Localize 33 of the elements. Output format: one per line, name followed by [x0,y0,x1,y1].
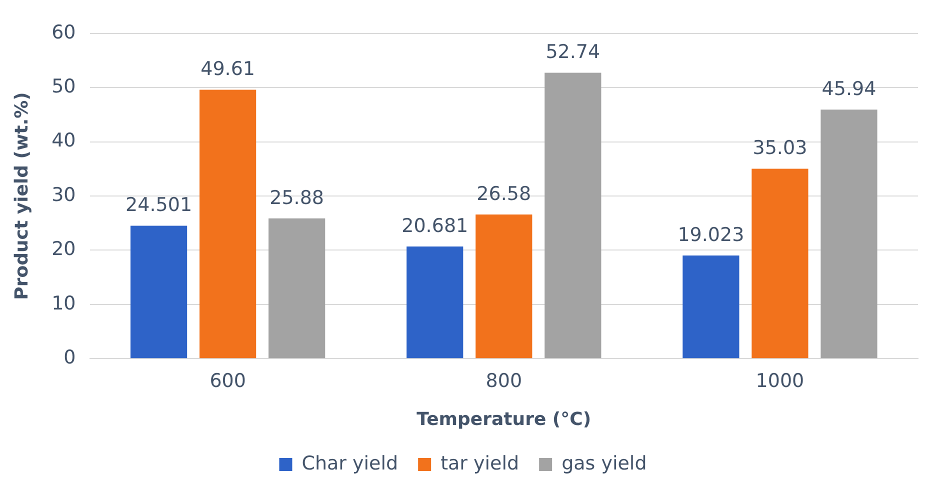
x-axis-title: Temperature (°C) [416,408,592,430]
legend-label: Char yield [302,452,398,474]
bar [476,214,532,358]
y-tick-label: 60 [52,21,76,44]
legend-label: gas yield [562,452,647,474]
data-label: 19.023 [678,224,744,246]
data-label: 45.94 [822,78,876,100]
bar [820,110,878,358]
data-label: 26.58 [476,182,532,205]
data-label: 35.03 [752,137,808,160]
x-tick-label: 1000 [756,370,804,392]
y-tick-label: 10 [52,292,76,314]
bar [682,255,740,358]
x-tick-label: 600 [210,370,246,392]
y-tick-label: 50 [52,76,76,98]
bar [752,168,808,358]
bar [200,90,256,358]
data-label: 25.88 [270,186,324,209]
bar [544,72,602,358]
data-label: 49.61 [200,58,256,80]
bar [130,226,188,358]
bar [406,246,464,358]
x-tick-label: 800 [486,370,522,392]
bar [268,218,326,358]
y-axis-title: Product yield (wt.%) [11,92,32,300]
data-label: 52.74 [546,41,600,64]
y-tick-label: 0 [64,346,76,369]
data-label: 24.501 [126,194,192,216]
legend-label: tar yield [440,452,520,474]
y-tick-label: 40 [52,130,76,152]
data-label: 20.681 [402,214,468,237]
y-tick-label: 20 [52,238,76,260]
y-tick-label: 30 [52,184,76,206]
